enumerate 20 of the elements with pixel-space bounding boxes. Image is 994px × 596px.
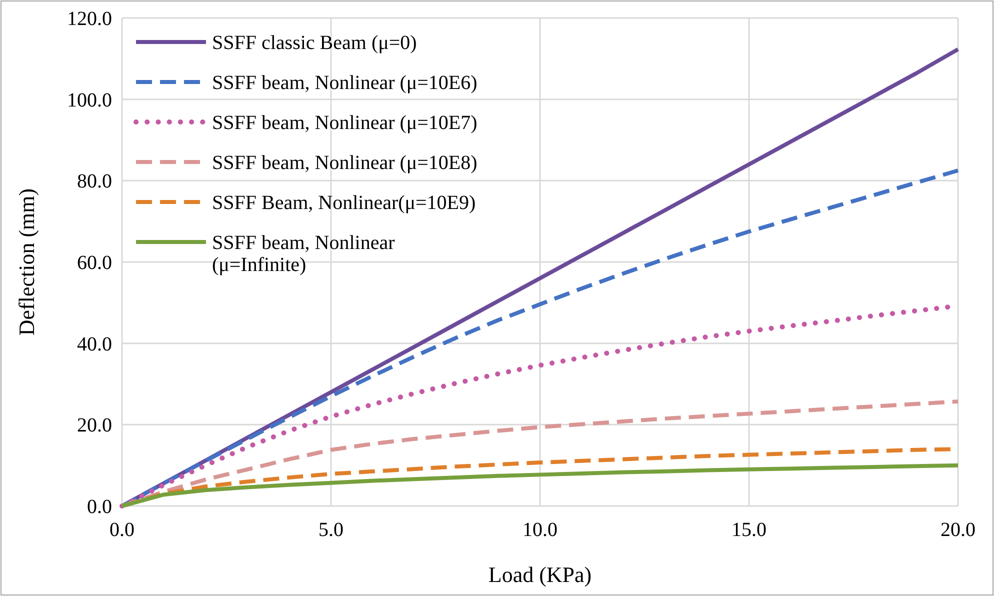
legend-label: SSFF beam, Nonlinear (μ=10E8) [212,152,478,174]
x-tick-label: 5.0 [318,519,344,541]
legend-label: SSFF classic Beam (μ=0) [212,32,417,54]
y-tick-label: 20.0 [77,414,112,437]
x-tick-label: 0.0 [110,519,134,541]
legend-label: SSFF Beam, Nonlinear(μ=10E9) [212,192,476,214]
x-axis-title: Load (KPa) [488,562,592,587]
y-tick-label: 80.0 [77,170,112,193]
legend-label: SSFF beam, Nonlinear (μ=Infinite) [212,232,396,276]
y-tick-label: 0.0 [87,496,112,518]
y-tick-label: 60.0 [77,252,112,274]
y-axis-title: Deflection (mm) [14,188,39,336]
x-tick-label: 20.0 [940,519,976,541]
y-tick-label: 120.0 [67,8,112,30]
legend-label: SSFF beam, Nonlinear (μ=10E7) [212,112,478,134]
x-tick-label: 10.0 [522,519,558,541]
legend-label: SSFF beam, Nonlinear (μ=10E6) [212,72,478,94]
y-tick-label: 100.0 [67,89,112,112]
x-tick-label: 15.0 [732,519,766,541]
y-tick-label: 40.0 [77,333,112,356]
